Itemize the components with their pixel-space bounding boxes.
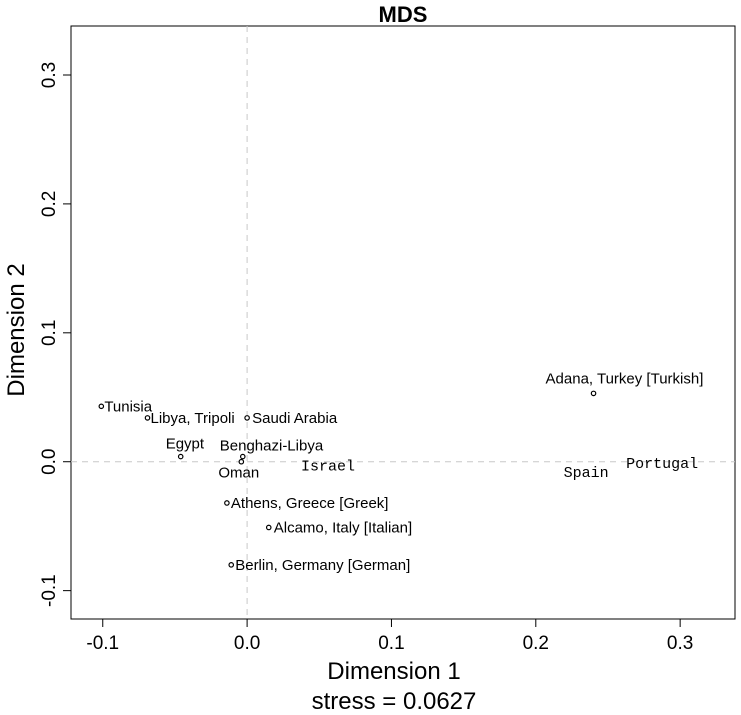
x-tick-label: 0.1 (378, 633, 404, 654)
point-label-israel: Israel (301, 459, 355, 476)
point-label-tunisia: Tunisia (104, 398, 152, 415)
point-marker-saudi-arabia (244, 415, 250, 421)
point-label-benghazi-libya: Benghazi-Libya (220, 438, 324, 455)
point-label-adana-turkey-turkish: Adana, Turkey [Turkish] (546, 370, 704, 387)
plot-frame (70, 25, 736, 620)
point-marker-oman (238, 458, 245, 465)
x-tick-label: 0.3 (667, 633, 693, 654)
x-tick-label: 0.0 (234, 633, 260, 654)
x-tick-label: -0.1 (86, 633, 119, 654)
x-axis-label: Dimension 1 (327, 658, 460, 685)
y-tick-label: -0.1 (39, 574, 60, 607)
point-label-spain: Spain (564, 465, 609, 482)
point-marker-adana-turkey-turkish (590, 390, 597, 397)
point-marker-berlin-germany-german (228, 562, 235, 568)
point-label-libya-tripoli: Libya, Tripoli (151, 410, 235, 427)
point-label-oman: Oman (218, 465, 259, 482)
y-axis: -0.1 0.0 0.1 0.2 0.3 (39, 62, 71, 607)
reference-lines (71, 26, 735, 619)
point-marker-tunisia (98, 403, 105, 410)
point-label-berlin-germany-german: Berlin, Germany [German] (235, 557, 410, 574)
point-label-athens-greece-greek: Athens, Greece [Greek] (231, 495, 389, 512)
point-label-alcamo-italy-italian: Alcamo, Italy [Italian] (274, 519, 412, 536)
stress-label: stress = 0.0627 (312, 688, 477, 715)
x-tick-label: 0.2 (523, 633, 549, 654)
point-marker-benghazi-libya (239, 453, 246, 460)
y-axis-label: Dimension 2 (3, 263, 30, 396)
point-marker-alcamo-italy-italian (265, 524, 272, 531)
chart-title: MDS (379, 2, 428, 27)
point-label-egypt: Egypt (166, 436, 205, 453)
x-axis: -0.1 0.0 0.1 0.2 0.3 (86, 619, 693, 654)
y-tick-label: 0.2 (39, 191, 60, 217)
y-tick-label: 0.0 (39, 449, 60, 475)
point-label-portugal: Portugal (626, 456, 698, 473)
point-marker-egypt (177, 453, 184, 460)
y-tick-label: 0.3 (39, 62, 60, 88)
point-marker-libya-tripoli (144, 415, 151, 421)
y-tick-label: 0.1 (39, 320, 60, 346)
point-label-saudi-arabia: Saudi Arabia (252, 410, 338, 427)
point-marker-athens-greece-greek (224, 500, 230, 506)
